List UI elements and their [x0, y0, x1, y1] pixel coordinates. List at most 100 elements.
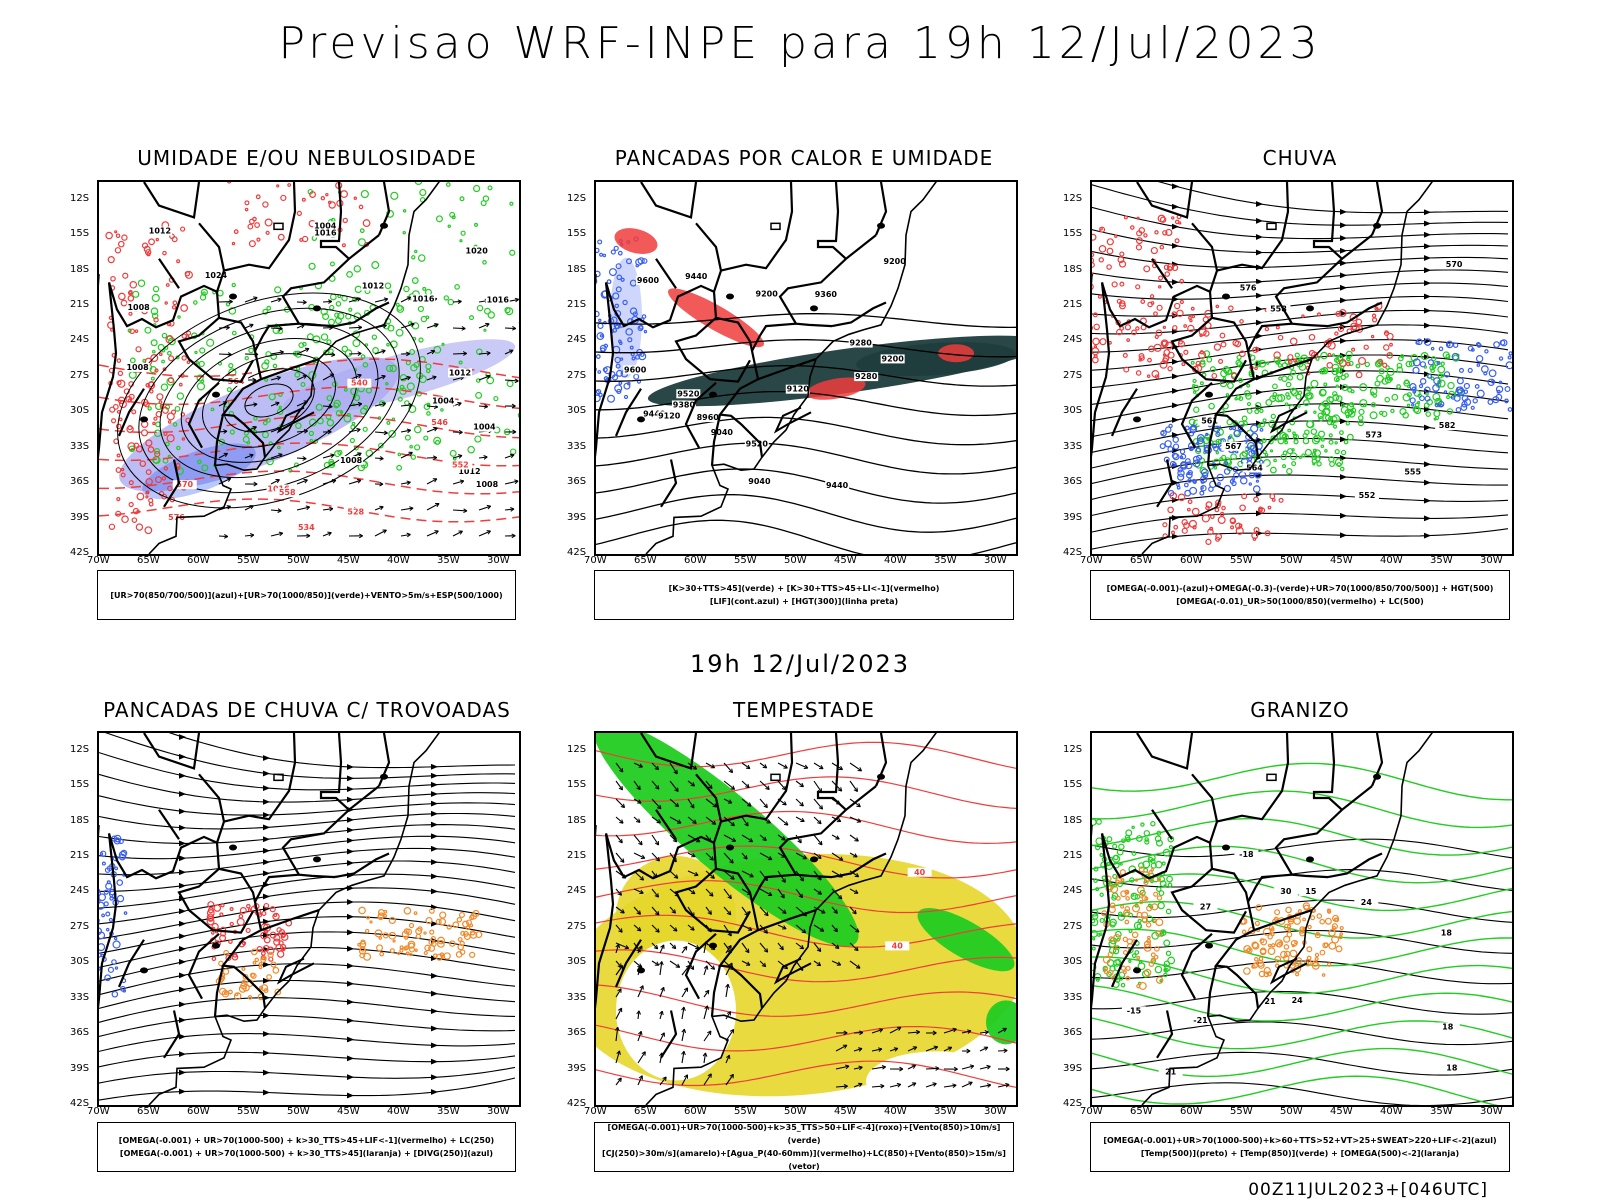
lon-tick-label: 30W: [1480, 555, 1503, 566]
hgt300-contour: [596, 468, 1016, 504]
lon-tick-label: 65W: [1130, 555, 1153, 566]
legend-box: [OMEGA(-0.001) + UR>70(1000-500) + k>30_…: [97, 1122, 516, 1172]
svg-text:1016: 1016: [314, 228, 337, 237]
lat-tick-label: 36S: [1063, 1027, 1083, 1039]
legend-line: [UR>70(850/700/500)](azul)+[UR>70(1000/8…: [110, 590, 503, 600]
lon-tick-label: 40W: [387, 555, 410, 566]
lon-tick-label: 50W: [1280, 1106, 1303, 1117]
svg-text:40: 40: [892, 941, 904, 950]
hgt300-contour: [596, 365, 1016, 387]
svg-text:30: 30: [1280, 887, 1292, 896]
svg-text:561: 561: [1201, 417, 1218, 426]
panel-title: CHUVA: [1262, 146, 1338, 170]
lat-tick-label: 33S: [1063, 991, 1083, 1003]
svg-text:552: 552: [452, 461, 469, 470]
temp500-contour: [1092, 1051, 1512, 1076]
temp500-contour: [1092, 990, 1512, 1015]
svg-text:9280: 9280: [855, 372, 878, 381]
lon-tick-label: 45W: [1330, 555, 1353, 566]
svg-text:24: 24: [1292, 996, 1304, 1005]
panel-title: GRANIZO: [1250, 698, 1350, 722]
wind850-green-band: [596, 733, 859, 947]
lc850-streamline: [596, 880, 1016, 914]
svg-text:9120: 9120: [658, 411, 681, 420]
svg-text:9200: 9200: [884, 257, 907, 266]
lat-tick-label: 21S: [567, 850, 587, 861]
svg-text:9440: 9440: [826, 481, 849, 490]
svg-text:9440: 9440: [685, 272, 708, 281]
svg-text:1024: 1024: [205, 271, 228, 280]
lat-tick-label: 27S: [1063, 920, 1083, 932]
svg-text:567: 567: [1225, 442, 1242, 451]
lat-tick-label: 24S: [567, 885, 587, 897]
lon-tick-label: 45W: [337, 1106, 360, 1117]
temp500-contour: [1092, 838, 1512, 859]
lat-tick-label: 33S: [1063, 440, 1083, 452]
lc850-streamline: [596, 845, 1016, 879]
omega-ur-red-south: [1162, 492, 1284, 545]
lat-tick-label: 42S: [70, 1098, 90, 1109]
lat-tick-label: 21S: [1063, 850, 1083, 861]
lon-tick-label: 70W: [1080, 555, 1103, 566]
svg-text:1016: 1016: [412, 294, 435, 303]
temp850-contour: [1092, 985, 1512, 1022]
lat-tick-label: 36S: [567, 476, 587, 488]
lat-tick-label: 12S: [1063, 192, 1083, 204]
isobar: [138, 307, 400, 494]
legend-line: [OMEGA(-0.01)_UR>50(1000/850)(vermelho) …: [1176, 597, 1424, 606]
omega-ur-red-band: [1153, 302, 1394, 380]
lat-tick-label: 21S: [70, 299, 90, 310]
legend-box: [OMEGA(-0.001)+UR>70(1000-500)+k>60+TTS>…: [1090, 1122, 1510, 1172]
svg-text:9200: 9200: [882, 354, 905, 363]
svg-text:1012: 1012: [362, 282, 384, 291]
svg-text:18: 18: [1446, 1063, 1458, 1072]
lon-tick-label: 65W: [1130, 1106, 1153, 1117]
temp850-contour: [1092, 818, 1512, 856]
wind850-vectors-south: [835, 1026, 1010, 1089]
svg-text:555: 555: [1404, 468, 1421, 477]
panel-title: PANCADAS DE CHUVA C/ TROVOADAS: [103, 698, 511, 722]
legend-line: [OMEGA(-0.001) + UR>70(1000-500) + k>30_…: [119, 1149, 494, 1158]
svg-text:558: 558: [279, 488, 296, 497]
map-pancadas-calor: 9600 9600 9520 9440 9520 9440 9440 9360 9280 9380…: [594, 180, 1018, 556]
legend-line: [Temp(500)](preto) + [Temp(850)](verde) …: [1140, 1149, 1460, 1158]
omega500-orange-core: [1239, 902, 1344, 978]
svg-text:9200: 9200: [756, 290, 779, 299]
hgt300-contour: [596, 494, 1016, 533]
temp-labels: 15 18 21 18 18 21 24 27 24 30 -15 -18 -21: [1121, 849, 1464, 1077]
lat-tick-label: 27S: [567, 369, 587, 381]
lc850-streamline: [596, 984, 1016, 1017]
lat-tick-label: 30S: [1063, 405, 1083, 417]
svg-text:1008: 1008: [126, 363, 149, 372]
lon-tick-label: 70W: [87, 555, 110, 566]
lc850-streamline: [596, 1060, 1016, 1088]
lon-tick-label: 30W: [487, 1106, 510, 1117]
lon-tick-label: 60W: [1180, 555, 1203, 566]
svg-text:9040: 9040: [748, 477, 771, 486]
lat-tick-label: 15S: [70, 779, 90, 791]
lon-tick-label: 60W: [187, 555, 210, 566]
lc850-streamline: [596, 1024, 1016, 1052]
lat-tick-label: 39S: [70, 511, 90, 523]
svg-text:9040: 9040: [711, 428, 734, 437]
lat-tick-label: 27S: [70, 369, 90, 381]
lat-tick-label: 15S: [1063, 228, 1083, 240]
lat-tick-label: 39S: [70, 1062, 90, 1074]
lat-tick-label: 12S: [70, 743, 90, 755]
map-canvas: 9600 9600 9520 9440 9520 9440 9440 9360 9280 9380…: [596, 182, 1016, 554]
legend-line: [OMEGA(-0.001)-(azul)+OMEGA(-0.3)-(verde…: [1106, 584, 1494, 593]
svg-text:21: 21: [1264, 997, 1276, 1006]
k-tts-li-red-north: [614, 228, 658, 254]
lat-tick-label: 12S: [1063, 743, 1083, 755]
svg-text:528: 528: [347, 507, 364, 516]
svg-text:15: 15: [1305, 887, 1317, 896]
map-canvas: 15 18 21 18 18 21 24 27 24 30 -15 -18 -21: [1092, 733, 1512, 1105]
lc250-streamlines: [99, 733, 516, 1101]
hgt300-contour: [596, 519, 1016, 554]
lat-tick-label: 18S: [1063, 814, 1083, 826]
lon-tick-label: 35W: [437, 555, 460, 566]
lon-tick-label: 50W: [287, 555, 310, 566]
svg-text:27: 27: [1200, 903, 1211, 912]
map-outlines: [1092, 182, 1433, 554]
lc850-labels: 40 40: [885, 867, 932, 951]
